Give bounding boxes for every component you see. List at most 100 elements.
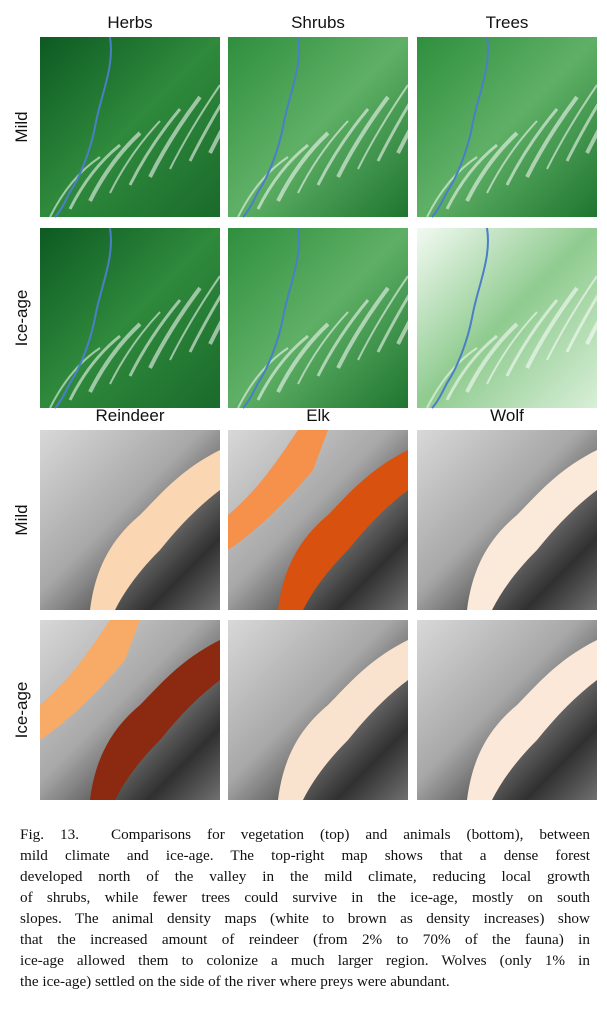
ridge	[546, 84, 598, 170]
ridge	[297, 311, 349, 385]
vegetation-map	[417, 36, 607, 218]
ridge	[585, 110, 607, 154]
map-background	[228, 228, 408, 408]
figure: Herbs Shrubs Trees Mild Ice-age Reindeer Elk Wo…	[12, 13, 607, 800]
ridge	[486, 311, 538, 385]
caption-text: mild climate and ice-age. The top-right …	[20, 847, 590, 864]
ridge	[505, 299, 559, 377]
vegetation-map	[228, 227, 450, 409]
caption-line: mild climate and ice-age. The top-right …	[20, 845, 590, 866]
vegetation-map	[40, 227, 262, 409]
density-map	[417, 430, 597, 610]
density-region	[228, 430, 328, 550]
vegetation-map	[40, 36, 262, 218]
map-background	[417, 228, 597, 408]
ridge	[237, 156, 289, 218]
caption-text: slopes. The animal density maps (white t…	[20, 910, 590, 927]
density-map	[417, 620, 597, 800]
ridge	[237, 347, 289, 409]
row-label: Ice-age	[12, 290, 31, 347]
caption-line: that the increased amount of reindeer (f…	[20, 929, 590, 950]
ridge	[505, 108, 559, 186]
caption: Fig. 13. Comparisons for vegetation (top…	[20, 824, 590, 992]
ridge	[357, 275, 409, 361]
map-background	[40, 228, 220, 408]
ridge	[297, 120, 349, 194]
ridge	[445, 143, 498, 210]
ridge	[88, 131, 142, 202]
ridge	[336, 286, 390, 369]
caption-text: Comparisons for vegetation (top) and ani…	[110, 826, 591, 843]
river	[242, 36, 300, 218]
ridge	[525, 286, 579, 369]
density-map	[40, 620, 220, 800]
density-region	[40, 620, 140, 740]
caption-line: slopes. The animal density maps (white t…	[20, 908, 590, 929]
ridge	[546, 275, 598, 361]
ridge	[148, 286, 202, 369]
caption-text: the ice-age) settled on the side of the …	[20, 973, 450, 990]
river	[242, 227, 300, 409]
ridge	[109, 311, 161, 385]
density-region	[90, 450, 220, 610]
ridge	[565, 277, 607, 353]
ridge	[426, 347, 478, 409]
column-header: Reindeer	[96, 406, 165, 425]
density-region	[278, 450, 408, 610]
map-background	[228, 37, 408, 217]
ridge	[486, 120, 538, 194]
ridge	[109, 120, 161, 194]
vegetation-map	[417, 227, 607, 409]
density-map	[228, 430, 408, 610]
ridge	[68, 143, 121, 210]
ridge	[128, 108, 182, 186]
ridge	[465, 131, 519, 202]
column-header: Shrubs	[291, 13, 345, 32]
density-region	[467, 640, 597, 800]
ridge	[426, 156, 478, 218]
caption-line: the ice-age) settled on the side of the …	[20, 971, 590, 992]
caption-text: ice-age allowed them to colonize a much …	[20, 952, 590, 969]
ridge	[169, 275, 221, 361]
ridge	[525, 95, 579, 178]
density-region	[278, 640, 408, 800]
river	[431, 36, 489, 218]
ridge	[357, 84, 409, 170]
ridge	[256, 143, 309, 210]
river	[54, 36, 112, 218]
ridge	[49, 156, 101, 218]
row-label: Mild	[12, 504, 31, 535]
density-region	[467, 450, 597, 610]
column-header: Herbs	[107, 13, 152, 32]
ridge	[445, 334, 498, 401]
ridge	[169, 84, 221, 170]
ridge	[148, 95, 202, 178]
ridge	[88, 322, 142, 393]
column-header: Trees	[486, 13, 529, 32]
density-map	[40, 430, 220, 610]
map-background	[417, 37, 597, 217]
ridge	[276, 131, 330, 202]
caption-line: Fig. 13. Comparisons for vegetation (top…	[20, 824, 590, 845]
caption-line: of shrubs, while fewer trees could survi…	[20, 887, 590, 908]
ridge	[465, 322, 519, 393]
density-map	[228, 620, 408, 800]
row-label: Mild	[12, 111, 31, 142]
ridge	[585, 301, 607, 345]
ridge	[316, 108, 370, 186]
ridge	[316, 299, 370, 377]
caption-text: that the increased amount of reindeer (f…	[20, 931, 590, 948]
column-header: Wolf	[490, 406, 524, 425]
caption-text: of shrubs, while fewer trees could survi…	[20, 889, 590, 906]
river	[431, 227, 489, 409]
ridge	[336, 95, 390, 178]
vegetation-map	[228, 36, 450, 218]
ridge	[128, 299, 182, 377]
ridge	[256, 334, 309, 401]
caption-text: developed north of the valley in the mil…	[20, 868, 590, 885]
caption-line: ice-age allowed them to colonize a much …	[20, 950, 590, 971]
column-header: Elk	[306, 406, 330, 425]
caption-line: developed north of the valley in the mil…	[20, 866, 590, 887]
caption-label: Fig. 13.	[20, 826, 80, 843]
